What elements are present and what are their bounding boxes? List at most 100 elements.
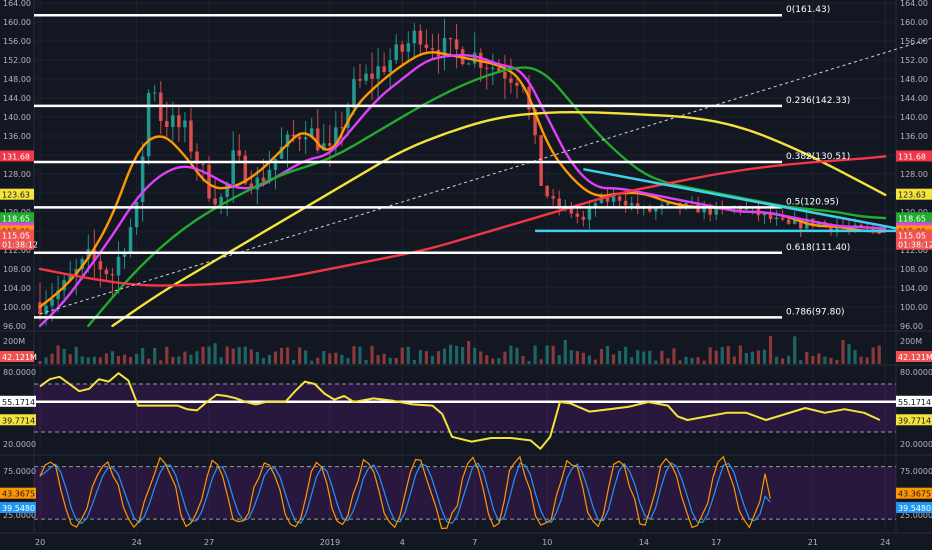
volume-bar [92, 356, 96, 364]
volume-badge-right-text: 42.121M [898, 353, 932, 362]
candle-body [515, 82, 519, 86]
candle-body [177, 115, 181, 128]
volume-bar [479, 351, 483, 364]
price-badges: 131.68123.63118.65116.51115.89115.0501:3… [0, 150, 932, 250]
time-axis[interactable]: 202427201947101417212428Feb47 [35, 538, 932, 547]
volume-bar [225, 346, 229, 364]
candle-body [303, 137, 308, 140]
volume-bar [153, 347, 157, 364]
stoch-d-line [39, 462, 771, 525]
volume-badge-right-bg [896, 351, 932, 362]
rsi-white-badge-left-text: 55.1714 [2, 398, 35, 407]
candle-body [412, 30, 417, 44]
volume-bar [285, 347, 290, 364]
moving-average-line [38, 155, 887, 287]
volume-tick-label-right: 200M [900, 337, 922, 346]
price-tick-label-left: 160.00 [3, 18, 31, 27]
volume-bar [141, 348, 145, 364]
volume-bar [340, 354, 344, 364]
rsi-band-fill [34, 384, 896, 432]
volume-bar [370, 345, 374, 364]
stoch-badge-left-bg [0, 487, 36, 499]
volume-bar [575, 351, 579, 364]
candle-body [98, 261, 103, 270]
price-badge-right-bg [896, 150, 932, 162]
volume-bar [364, 359, 368, 364]
rsi-yellow-badge-right-text: 39.7714 [898, 416, 931, 425]
volume-bar [744, 352, 748, 364]
volume-bar [569, 350, 573, 364]
rsi-tick-label-right-low: 20.0000 [900, 440, 932, 449]
price-badge-left-bg [0, 212, 34, 224]
volume-bar [865, 357, 869, 364]
volume-bar [768, 336, 773, 364]
stoch-badge-right-text: 43.3675 [898, 490, 931, 499]
volume-pane: 200M 200M 42.121M 42.121M [0, 336, 932, 364]
volume-bar [533, 345, 537, 364]
volume-bar [702, 360, 706, 364]
volume-bar [304, 350, 308, 364]
stoch-badge-right-bg [896, 487, 932, 499]
candle-body [321, 143, 326, 151]
stoch-tick-label-left-low: 25.0000 [3, 511, 36, 520]
candle-body [714, 207, 718, 215]
volume-bar [86, 357, 90, 364]
candle-body [146, 92, 151, 157]
volume-bar [394, 357, 398, 364]
volume-bar [213, 343, 217, 364]
volume-bar [424, 351, 428, 364]
volume-tick-label-left: 200M [3, 337, 25, 346]
candle-body [358, 79, 362, 81]
triangle-pattern[interactable] [535, 167, 898, 233]
volume-bar [859, 356, 863, 364]
volume-bar [847, 344, 851, 364]
volume-bar [177, 356, 181, 364]
stoch-tick-label-right: 75.0000 [900, 467, 932, 476]
fibonacci-retracement[interactable]: 0(161.43) 0.236(142.33) 0.382(130.51) 0.5(1… [34, 5, 932, 319]
volume-bar [811, 356, 815, 364]
candle-body [134, 201, 139, 228]
candle-body [418, 30, 423, 45]
volume-bar [298, 347, 302, 364]
candle-body [400, 44, 405, 52]
volume-bar [346, 357, 350, 364]
volume-bar [714, 350, 718, 364]
price-tick-label-left: 128.00 [3, 170, 31, 179]
price-tick-label-left: 104.00 [3, 284, 31, 293]
candle-body [334, 127, 338, 146]
candle-body [92, 249, 97, 262]
volume-bar [509, 345, 513, 364]
candle-body [285, 134, 290, 147]
volume-bar [430, 355, 435, 364]
candle-body [388, 60, 392, 73]
volume-bar [750, 351, 755, 364]
volume-bar [877, 345, 881, 364]
candle-body [780, 217, 785, 220]
candle-body [38, 302, 42, 315]
candle-body [430, 48, 435, 50]
volume-bar [237, 346, 241, 364]
volume-bar [654, 360, 658, 364]
price-tick-label-left: 152.00 [3, 56, 31, 65]
fib-level-label: 0.786(97.80) [786, 307, 845, 317]
volume-bar [328, 353, 332, 364]
price-tick-label-left: 144.00 [3, 94, 31, 103]
volume-bar [62, 348, 66, 364]
volume-bar [322, 351, 326, 364]
volume-bar [787, 355, 791, 364]
candle-body [786, 219, 791, 224]
candle-body [702, 206, 706, 213]
volume-bar [122, 354, 127, 364]
rsi-white-badge-right-text: 55.1714 [898, 398, 931, 407]
volume-bar [720, 347, 724, 364]
price-badge-left-text: 01:38:12 [2, 241, 38, 250]
volume-bar [823, 356, 827, 364]
volume-bar [648, 350, 652, 364]
candle-body [122, 253, 127, 257]
volume-bar [243, 346, 247, 364]
volume-bar [696, 357, 700, 364]
price-badge-left-bg [0, 188, 34, 200]
volume-bar [835, 359, 839, 364]
volume-bar [406, 346, 410, 364]
